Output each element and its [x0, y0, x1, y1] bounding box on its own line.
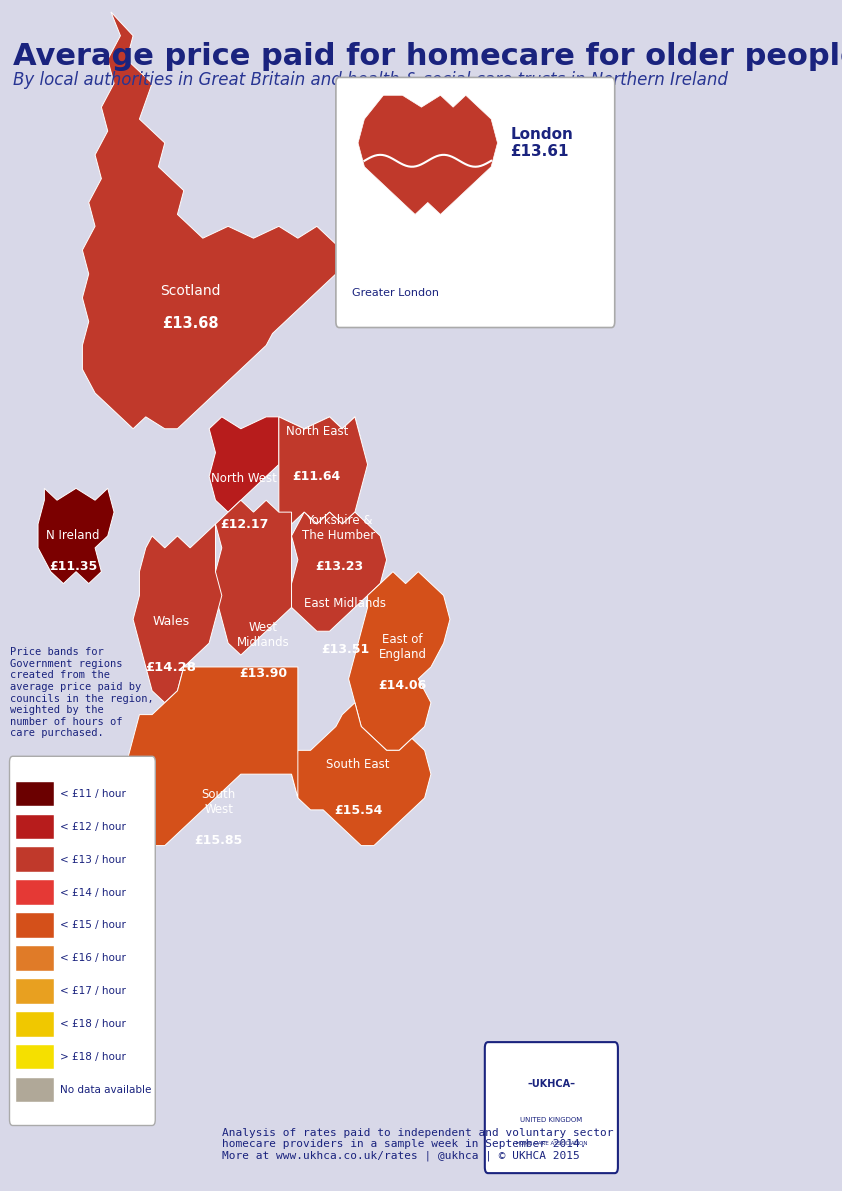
Text: £15.54: £15.54 — [334, 804, 382, 817]
Text: £14.28: £14.28 — [146, 661, 197, 674]
Text: < £16 / hour: < £16 / hour — [61, 953, 126, 964]
Text: By local authorities in Great Britain and health & social care trusts in Norther: By local authorities in Great Britain an… — [13, 71, 727, 89]
Text: N Ireland: N Ireland — [46, 529, 99, 542]
FancyBboxPatch shape — [485, 1042, 618, 1173]
Text: Average price paid for homecare for older people: Average price paid for homecare for olde… — [13, 42, 842, 70]
Text: Price bands for
Government regions
created from the
average price paid by
counci: Price bands for Government regions creat… — [9, 647, 153, 738]
Text: South
West: South West — [201, 787, 236, 816]
Text: > £18 / hour: > £18 / hour — [61, 1052, 126, 1062]
Text: Yorkshire &
The Humber: Yorkshire & The Humber — [302, 513, 376, 542]
Bar — [16, 913, 54, 937]
Polygon shape — [120, 667, 298, 846]
FancyBboxPatch shape — [336, 77, 615, 328]
Polygon shape — [279, 417, 368, 524]
Text: < £12 / hour: < £12 / hour — [61, 822, 126, 831]
Text: < £11 / hour: < £11 / hour — [61, 788, 126, 799]
Text: £12.17: £12.17 — [220, 518, 269, 531]
Text: < £13 / hour: < £13 / hour — [61, 855, 126, 865]
Polygon shape — [349, 572, 450, 750]
Text: HOME CARE ASSOCIATION: HOME CARE ASSOCIATION — [515, 1141, 587, 1146]
Bar — [16, 848, 54, 872]
Text: < £14 / hour: < £14 / hour — [61, 887, 126, 898]
Bar — [16, 979, 54, 1004]
Text: £13.90: £13.90 — [239, 667, 287, 680]
Text: Analysis of rates paid to independent and voluntary sector
homecare providers in: Analysis of rates paid to independent an… — [221, 1128, 613, 1161]
Text: £13.68: £13.68 — [162, 316, 218, 331]
Text: North West: North West — [211, 472, 277, 500]
Polygon shape — [133, 524, 221, 703]
Text: < £17 / hour: < £17 / hour — [61, 986, 126, 996]
Bar — [16, 781, 54, 806]
Text: £15.85: £15.85 — [195, 834, 242, 847]
Text: No data available: No data available — [61, 1085, 152, 1095]
Polygon shape — [358, 95, 498, 214]
Polygon shape — [216, 500, 291, 655]
Text: Wales: Wales — [152, 615, 189, 643]
Polygon shape — [83, 12, 342, 429]
Bar — [16, 1078, 54, 1102]
Bar — [16, 880, 54, 905]
Polygon shape — [209, 417, 279, 512]
Text: East Midlands: East Midlands — [305, 597, 386, 625]
Polygon shape — [291, 512, 386, 631]
Text: < £15 / hour: < £15 / hour — [61, 921, 126, 930]
Text: £13.23: £13.23 — [315, 560, 363, 573]
Bar — [16, 1012, 54, 1036]
Polygon shape — [273, 417, 361, 476]
Text: £14.06: £14.06 — [378, 679, 427, 692]
Text: £13.51: £13.51 — [322, 643, 370, 656]
Polygon shape — [38, 488, 114, 584]
Bar — [16, 815, 54, 840]
Bar — [16, 1045, 54, 1070]
Text: Scotland: Scotland — [160, 283, 221, 298]
Text: Greater London: Greater London — [352, 288, 439, 298]
Text: –UKHCA–: –UKHCA– — [527, 1079, 575, 1089]
Text: West
Midlands: West Midlands — [237, 621, 290, 649]
Text: UNITED KINGDOM: UNITED KINGDOM — [520, 1116, 583, 1123]
Text: London
£13.61: London £13.61 — [510, 126, 573, 160]
Text: £11.64: £11.64 — [293, 470, 341, 484]
Text: North East: North East — [285, 424, 348, 453]
Text: < £18 / hour: < £18 / hour — [61, 1019, 126, 1029]
Polygon shape — [291, 703, 431, 846]
Bar — [16, 946, 54, 971]
Text: South East: South East — [327, 757, 390, 786]
Text: East of
England: East of England — [378, 632, 426, 661]
FancyBboxPatch shape — [9, 756, 155, 1125]
Text: £11.35: £11.35 — [49, 560, 97, 573]
